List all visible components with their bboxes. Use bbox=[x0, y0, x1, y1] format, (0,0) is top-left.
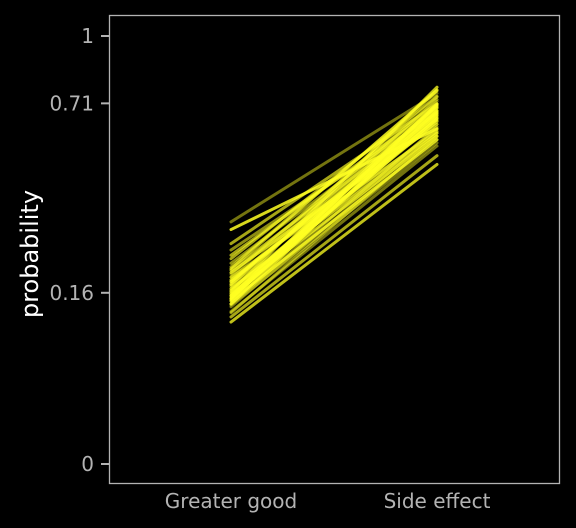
x-axis: Greater good Side effect bbox=[165, 489, 491, 513]
y-tick-label: 0.16 bbox=[49, 281, 94, 305]
y-axis: 0 0.16 0.71 1 bbox=[49, 24, 109, 476]
x-tick-label: Greater good bbox=[165, 489, 297, 513]
series-line bbox=[229, 102, 439, 246]
series-line bbox=[229, 162, 439, 324]
y-tick-label: 1 bbox=[81, 24, 94, 48]
series-line bbox=[229, 112, 439, 283]
y-tick-label: 0.71 bbox=[49, 91, 94, 115]
series-line bbox=[229, 95, 439, 278]
series-line bbox=[229, 88, 439, 271]
series-line bbox=[229, 106, 439, 298]
series-lines bbox=[229, 85, 439, 324]
series-line bbox=[229, 135, 439, 315]
series-line bbox=[229, 127, 439, 288]
x-tick-label: Side effect bbox=[384, 489, 491, 513]
series-line bbox=[229, 144, 439, 313]
y-tick-label: 0 bbox=[81, 452, 94, 476]
panel-border bbox=[108, 14, 561, 485]
y-axis-title: probability bbox=[16, 190, 44, 318]
series-line bbox=[229, 154, 439, 319]
series-line bbox=[229, 91, 439, 224]
